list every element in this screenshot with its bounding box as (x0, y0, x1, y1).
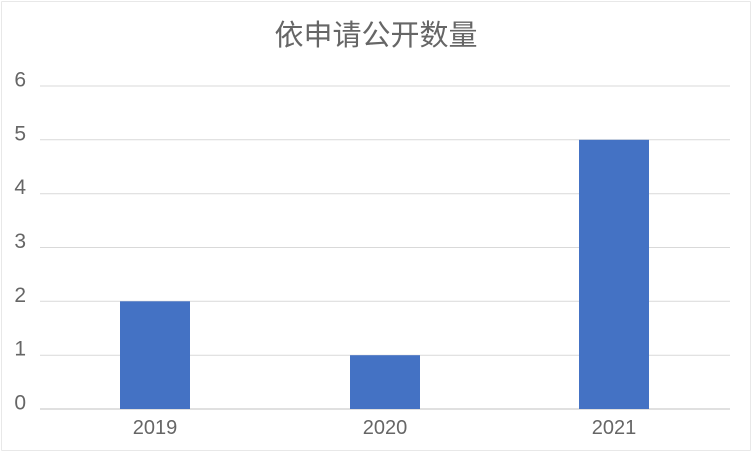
svg-text:2: 2 (14, 284, 26, 307)
svg-text:1: 1 (14, 338, 26, 361)
svg-text:2020: 2020 (363, 417, 408, 439)
svg-text:0: 0 (14, 392, 26, 415)
svg-text:2021: 2021 (592, 417, 637, 439)
svg-text:3: 3 (14, 230, 26, 253)
svg-text:5: 5 (14, 122, 26, 145)
svg-text:6: 6 (14, 69, 26, 92)
svg-text:2019: 2019 (133, 417, 178, 439)
svg-text:4: 4 (14, 176, 26, 199)
